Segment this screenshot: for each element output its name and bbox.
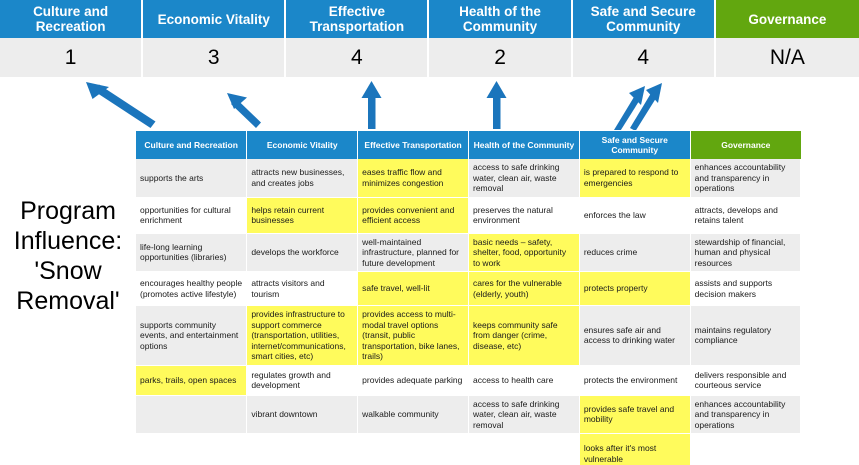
caption-line-2: Influence: xyxy=(13,227,123,255)
matrix-cell[interactable]: attracts new businesses, and creates job… xyxy=(246,159,359,198)
table-row: supports the arts attracts new businesse… xyxy=(136,159,802,198)
influence-matrix-table: Culture and Recreation Economic Vitality… xyxy=(136,131,802,465)
table-row: opportunities for cultural enrichment he… xyxy=(136,197,802,234)
matrix-cell[interactable]: provides convenient and efficient access xyxy=(357,197,469,234)
matrix-cell[interactable]: attracts visitors and tourism xyxy=(246,271,359,306)
score-culture-and-recreation: 1 xyxy=(0,38,144,77)
matrix-header-governance[interactable]: Governance xyxy=(690,131,801,159)
table-row: life-long learning opportunities (librar… xyxy=(136,233,802,272)
matrix-cell[interactable]: access to safe drinking water, clean air… xyxy=(468,159,580,198)
matrix-cell[interactable]: encourages healthy people (promotes acti… xyxy=(136,271,248,306)
caption-line-1: Program xyxy=(20,197,116,225)
table-row: supports community events, and entertain… xyxy=(136,305,802,366)
arrow-up-left-icon-2 xyxy=(227,93,261,128)
matrix-cell[interactable]: opportunities for cultural enrichment xyxy=(136,197,248,234)
matrix-cell[interactable]: maintains regulatory compliance xyxy=(690,305,802,366)
matrix-cell[interactable]: parks, trails, open spaces xyxy=(136,365,248,396)
matrix-header-effective-transportation[interactable]: Effective Transportation xyxy=(357,131,469,159)
matrix-header-safe-and-secure-community[interactable]: Safe and Secure Community xyxy=(579,131,691,159)
matrix-header-culture-and-recreation[interactable]: Culture and Recreation xyxy=(136,131,248,159)
matrix-cell[interactable] xyxy=(468,433,580,465)
matrix-cell[interactable]: reduces crime xyxy=(579,233,691,272)
matrix-cell[interactable]: is prepared to respond to emergencies xyxy=(579,159,691,198)
arrow-up-icon-4 xyxy=(486,81,507,129)
matrix-cell[interactable]: basic needs – safety, shelter, food, opp… xyxy=(468,233,580,272)
caption-line-4: Removal' xyxy=(16,287,120,315)
table-row: parks, trails, open spaces regulates gro… xyxy=(136,365,802,396)
matrix-cell[interactable]: access to safe drinking water, clean air… xyxy=(468,395,580,434)
scorecard-score-row: 1 3 4 2 4 N/A xyxy=(0,38,859,77)
matrix-cell[interactable]: eases traffic flow and minimizes congest… xyxy=(357,159,469,198)
program-influence-caption: Program Influence: 'Snow Removal' xyxy=(4,196,132,316)
scorecard: Culture and Recreation Economic Vitality… xyxy=(0,0,859,77)
matrix-cell[interactable] xyxy=(690,433,802,465)
score-effective-transportation: 4 xyxy=(286,38,430,77)
matrix-cell[interactable]: safe travel, well-lit xyxy=(357,271,469,306)
scorecard-header-row: Culture and Recreation Economic Vitality… xyxy=(0,0,859,38)
matrix-cell[interactable]: regulates growth and development xyxy=(246,365,359,396)
matrix-cell[interactable]: ensures safe air and access to drinking … xyxy=(579,305,691,366)
matrix-cell[interactable]: develops the workforce xyxy=(246,233,359,272)
score-safe-and-secure-community: 4 xyxy=(572,38,716,77)
matrix-cell[interactable]: assists and supports decision makers xyxy=(690,271,802,306)
scorecard-header-governance[interactable]: Governance xyxy=(715,0,859,38)
scorecard-header-health-of-the-community[interactable]: Health of the Community xyxy=(429,0,573,38)
matrix-cell[interactable]: provides access to multi-modal travel op… xyxy=(357,305,469,366)
matrix-cell[interactable] xyxy=(357,433,469,465)
matrix-cell[interactable]: protects property xyxy=(579,271,691,306)
scorecard-header-effective-transportation[interactable]: Effective Transportation xyxy=(286,0,430,38)
matrix-cell[interactable]: well-maintained infrastructure, planned … xyxy=(357,233,469,272)
matrix-cell[interactable]: provides safe travel and mobility xyxy=(579,395,691,434)
arrow-up-right-icon-6 xyxy=(614,86,645,130)
score-governance: N/A xyxy=(715,38,859,77)
arrows-shapes xyxy=(86,81,662,130)
matrix-cell[interactable] xyxy=(246,433,359,465)
matrix-cell[interactable]: provides adequate parking xyxy=(357,365,469,396)
score-health-of-the-community: 2 xyxy=(429,38,573,77)
matrix-cell[interactable]: attracts, develops and retains talent xyxy=(690,197,802,234)
matrix-cell[interactable]: walkable community xyxy=(357,395,469,434)
table-row: looks after it's most vulnerable xyxy=(136,433,802,465)
matrix-cell[interactable]: protects the environment xyxy=(579,365,691,396)
caption-line-3: 'Snow xyxy=(34,257,102,285)
arrow-up-icon-3 xyxy=(361,81,382,129)
matrix-cell[interactable]: access to health care xyxy=(468,365,580,396)
arrow-group xyxy=(86,81,662,130)
matrix-cell[interactable]: helps retain current businesses xyxy=(246,197,359,234)
matrix-cell[interactable]: enforces the law xyxy=(579,197,691,234)
matrix-cell[interactable]: life-long learning opportunities (librar… xyxy=(136,233,248,272)
matrix-cell[interactable]: cares for the vulnerable (elderly, youth… xyxy=(468,271,580,306)
matrix-cell[interactable]: provides infrastructure to support comme… xyxy=(246,305,359,366)
matrix-header-health-of-the-community[interactable]: Health of the Community xyxy=(468,131,580,159)
matrix-cell[interactable]: enhances accountability and transparency… xyxy=(690,395,802,434)
matrix-cell[interactable]: supports the arts xyxy=(136,159,248,198)
matrix-cell[interactable]: keeps community safe from danger (crime,… xyxy=(468,305,580,366)
matrix-cell[interactable]: preserves the natural environment xyxy=(468,197,580,234)
scorecard-header-safe-and-secure-community[interactable]: Safe and Secure Community xyxy=(572,0,716,38)
matrix-cell[interactable]: delivers responsible and courteous servi… xyxy=(690,365,802,396)
matrix-cell[interactable] xyxy=(136,433,248,465)
table-row: encourages healthy people (promotes acti… xyxy=(136,271,802,306)
matrix-cell[interactable]: enhances accountability and transparency… xyxy=(690,159,802,198)
scorecard-header-culture-and-recreation[interactable]: Culture and Recreation xyxy=(0,0,144,38)
matrix-cell[interactable]: stewardship of financial, human and phys… xyxy=(690,233,802,272)
matrix-header-row: Culture and Recreation Economic Vitality… xyxy=(136,131,801,159)
matrix-cell[interactable]: vibrant downtown xyxy=(246,395,359,434)
table-row: vibrant downtown walkable community acce… xyxy=(136,395,802,434)
matrix-cell[interactable]: supports community events, and entertain… xyxy=(136,305,248,366)
matrix-cell[interactable] xyxy=(136,395,248,434)
arrow-up-left-icon-1 xyxy=(86,82,156,128)
arrow-up-right-icon-5 xyxy=(630,83,662,130)
score-economic-vitality: 3 xyxy=(143,38,287,77)
matrix-cell[interactable]: looks after it's most vulnerable xyxy=(579,433,691,465)
matrix-body: supports the arts attracts new businesse… xyxy=(136,159,802,465)
matrix-header-economic-vitality[interactable]: Economic Vitality xyxy=(246,131,359,159)
scorecard-header-economic-vitality[interactable]: Economic Vitality xyxy=(143,0,287,38)
